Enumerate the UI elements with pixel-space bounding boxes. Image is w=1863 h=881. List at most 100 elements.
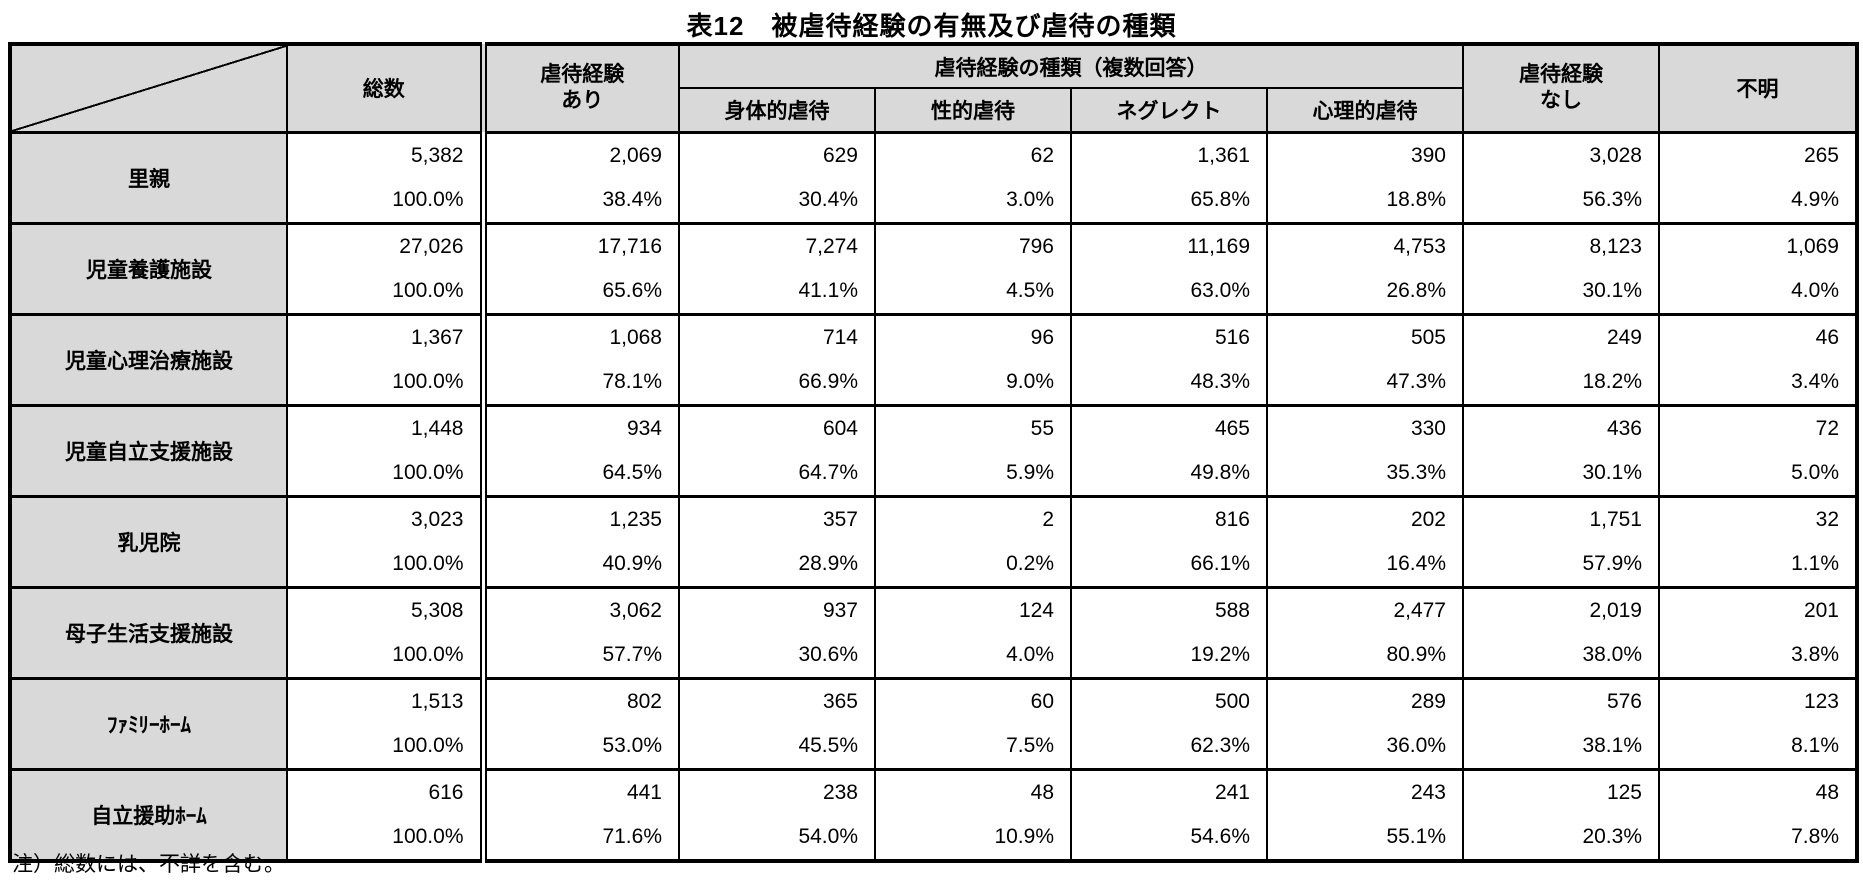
- data-cell: 3,028 56.3%: [1462, 130, 1660, 225]
- data-cell: 202 16.4%: [1266, 494, 1464, 589]
- data-cell: 588 19.2%: [1070, 585, 1268, 680]
- data-cell: 629 30.4%: [678, 130, 876, 225]
- percent-value: 66.1%: [1190, 551, 1250, 575]
- percent-value: 3.4%: [1791, 369, 1839, 393]
- table-title: 表12 被虐待経験の有無及び虐待の種類: [686, 11, 1177, 41]
- table-row: ﾌｧﾐﾘｰﾎｰﾑ 1,513 100.0% 802 53.0% 365 45.5% 60 7.5…: [9, 676, 1858, 771]
- percent-value: 57.7%: [602, 642, 662, 666]
- count-value: 238: [822, 780, 858, 804]
- count-value: 241: [1214, 780, 1250, 804]
- percent-value: 4.5%: [1006, 278, 1054, 302]
- count-value: 436: [1606, 416, 1642, 440]
- percent-value: 5.9%: [1006, 460, 1054, 484]
- corner-diagonal-cell: [9, 43, 288, 133]
- percent-value: 41.1%: [798, 278, 858, 302]
- count-value: 441: [626, 780, 662, 804]
- col-header-abuse-no: 虐待経験 なし: [1462, 43, 1660, 133]
- percent-value: 7.8%: [1791, 824, 1839, 848]
- header-row-group: 総数 虐待経験 あり 虐待経験の種類（複数回答） 虐待経験 なし 不明: [9, 43, 1858, 133]
- data-cell: 436 30.1%: [1462, 403, 1660, 498]
- data-cell: 289 36.0%: [1266, 676, 1464, 771]
- percent-value: 26.8%: [1386, 278, 1446, 302]
- count-value: 365: [822, 689, 858, 713]
- percent-value: 38.0%: [1582, 642, 1642, 666]
- percent-value: 1.1%: [1791, 551, 1839, 575]
- count-value: 46: [1815, 325, 1839, 349]
- count-value: 201: [1803, 598, 1839, 622]
- percent-value: 100.0%: [392, 551, 464, 575]
- count-value: 289: [1410, 689, 1446, 713]
- percent-value: 4.0%: [1791, 278, 1839, 302]
- data-cell: 3,023 100.0%: [286, 494, 484, 589]
- row-label: 里親: [9, 130, 288, 225]
- count-value: 7,274: [805, 234, 858, 258]
- percent-value: 38.4%: [602, 187, 662, 211]
- header-row-sub: 身体的虐待 性的虐待 ネグレクト 心理的虐待: [10, 87, 1857, 133]
- data-cell: 123 8.1%: [1658, 676, 1858, 771]
- percent-value: 49.8%: [1190, 460, 1250, 484]
- percent-value: 20.3%: [1582, 824, 1642, 848]
- col-header-neglect: ネグレクト: [1070, 87, 1268, 133]
- percent-value: 100.0%: [392, 733, 464, 757]
- row-label: 母子生活支援施設: [9, 585, 288, 680]
- count-value: 2,477: [1393, 598, 1446, 622]
- percent-value: 80.9%: [1386, 642, 1446, 666]
- data-cell: 802 53.0%: [479, 676, 680, 771]
- count-value: 72: [1815, 416, 1839, 440]
- percent-value: 18.2%: [1582, 369, 1642, 393]
- count-value: 1,068: [609, 325, 662, 349]
- data-cell: 265 4.9%: [1658, 130, 1858, 225]
- table-row: 児童養護施設 27,026 100.0% 17,716 65.6% 7,274 41.1% 7…: [9, 221, 1858, 316]
- percent-value: 30.1%: [1582, 460, 1642, 484]
- percent-value: 8.1%: [1791, 733, 1839, 757]
- count-value: 265: [1803, 143, 1839, 167]
- count-value: 1,751: [1589, 507, 1642, 531]
- count-value: 1,069: [1786, 234, 1839, 258]
- count-value: 2,069: [609, 143, 662, 167]
- col-header-physical-abuse: 身体的虐待: [678, 87, 876, 133]
- count-value: 249: [1606, 325, 1642, 349]
- data-cell: 5,308 100.0%: [286, 585, 484, 680]
- data-cell: 60 7.5%: [874, 676, 1072, 771]
- count-value: 4,753: [1393, 234, 1446, 258]
- count-value: 48: [1815, 780, 1839, 804]
- count-value: 3,028: [1589, 143, 1642, 167]
- percent-value: 63.0%: [1190, 278, 1250, 302]
- row-label: 児童心理治療施設: [9, 312, 288, 407]
- count-value: 2,019: [1589, 598, 1642, 622]
- data-cell: 11,169 63.0%: [1070, 221, 1268, 316]
- percent-value: 57.9%: [1582, 551, 1642, 575]
- data-cell: 2 0.2%: [874, 494, 1072, 589]
- percent-value: 54.0%: [798, 824, 858, 848]
- data-cell: 934 64.5%: [479, 403, 680, 498]
- count-value: 17,716: [597, 234, 662, 258]
- footnote: 注）総数には、不詳を含む。: [12, 853, 285, 876]
- row-label: 児童自立支援施設: [9, 403, 288, 498]
- percent-value: 100.0%: [392, 369, 464, 393]
- count-value: 390: [1410, 143, 1446, 167]
- percent-value: 71.6%: [602, 824, 662, 848]
- count-value: 516: [1214, 325, 1250, 349]
- count-value: 125: [1606, 780, 1642, 804]
- data-cell: 1,069 4.0%: [1658, 221, 1858, 316]
- percent-value: 64.5%: [602, 460, 662, 484]
- data-cell: 365 45.5%: [678, 676, 876, 771]
- data-cell: 616 100.0%: [286, 767, 484, 862]
- count-value: 8,123: [1589, 234, 1642, 258]
- data-cell: 72 5.0%: [1658, 403, 1858, 498]
- data-cell: 125 20.3%: [1462, 767, 1660, 862]
- percent-value: 64.7%: [798, 460, 858, 484]
- row-label: 乳児院: [9, 494, 288, 589]
- table-row: 里親 5,382 100.0% 2,069 38.4% 629 30.4% 62 3.0% 1,3…: [9, 130, 1858, 225]
- count-value: 588: [1214, 598, 1250, 622]
- data-cell: 17,716 65.6%: [479, 221, 680, 316]
- data-cell: 1,448 100.0%: [286, 403, 484, 498]
- data-cell: 1,361 65.8%: [1070, 130, 1268, 225]
- data-cell: 62 3.0%: [874, 130, 1072, 225]
- data-cell: 4,753 26.8%: [1266, 221, 1464, 316]
- data-cell: 3,062 57.7%: [479, 585, 680, 680]
- data-cell: 816 66.1%: [1070, 494, 1268, 589]
- percent-value: 54.6%: [1190, 824, 1250, 848]
- count-value: 3,023: [410, 507, 464, 531]
